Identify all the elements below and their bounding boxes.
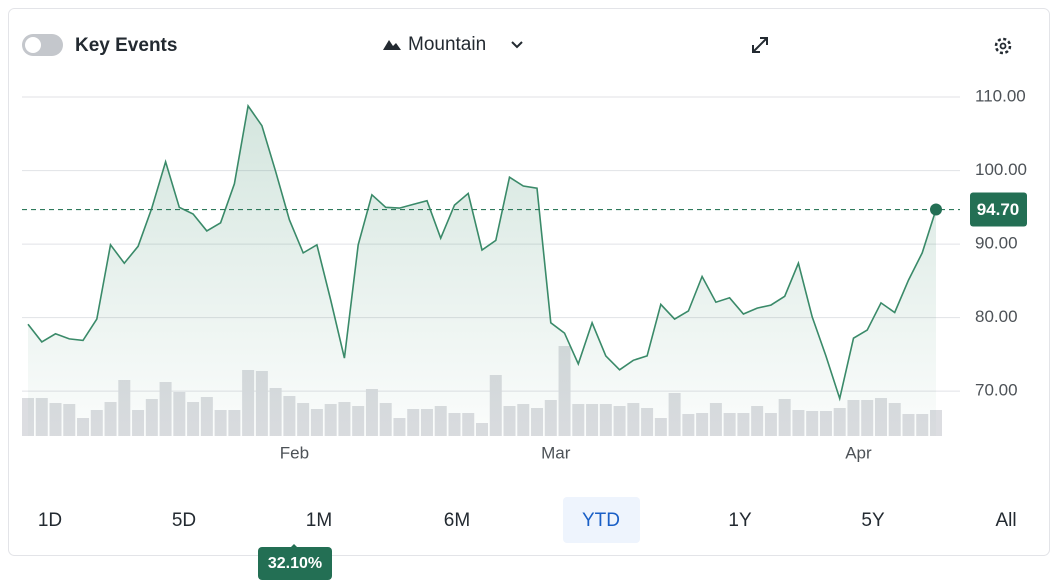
last-point	[930, 203, 942, 216]
range-button[interactable]: 1Y	[728, 510, 752, 531]
range-button[interactable]: All	[995, 510, 1016, 531]
range-button[interactable]: 1M	[306, 510, 332, 531]
expand-icon[interactable]	[752, 37, 768, 53]
x-tick-label: Mar	[541, 443, 571, 462]
range-button[interactable]: YTD	[582, 510, 620, 531]
x-tick-label: Apr	[845, 443, 872, 462]
range-button[interactable]: 5D	[172, 510, 196, 531]
change-label: 32.10%	[268, 555, 322, 572]
toggle-knob	[25, 37, 41, 53]
price-line	[27, 103, 937, 402]
settings-icon[interactable]	[994, 37, 1012, 55]
key-events-label[interactable]: Key Events	[75, 35, 177, 56]
chevron	[511, 41, 523, 49]
range-button[interactable]: 5Y	[861, 510, 885, 531]
last-price-badge	[970, 192, 1027, 227]
area	[28, 105, 936, 437]
last-price-label: 94.70	[977, 200, 1020, 219]
y-tick-label: 80.00	[975, 307, 1018, 326]
x-tick-label: Feb	[280, 443, 309, 462]
y-tick-label: 70.00	[975, 381, 1018, 400]
y-tick-label: 110.00	[975, 87, 1026, 106]
range-button[interactable]: 6M	[444, 510, 470, 531]
change-badge	[258, 547, 332, 580]
range-button[interactable]: 1D	[38, 510, 62, 531]
chart-type-button[interactable]: Mountain	[408, 34, 486, 55]
y-tick-label: 100.00	[975, 160, 1027, 179]
active-range-bg	[563, 497, 640, 543]
mountain-icon	[383, 40, 401, 50]
y-tick-label: 90.00	[975, 234, 1018, 253]
